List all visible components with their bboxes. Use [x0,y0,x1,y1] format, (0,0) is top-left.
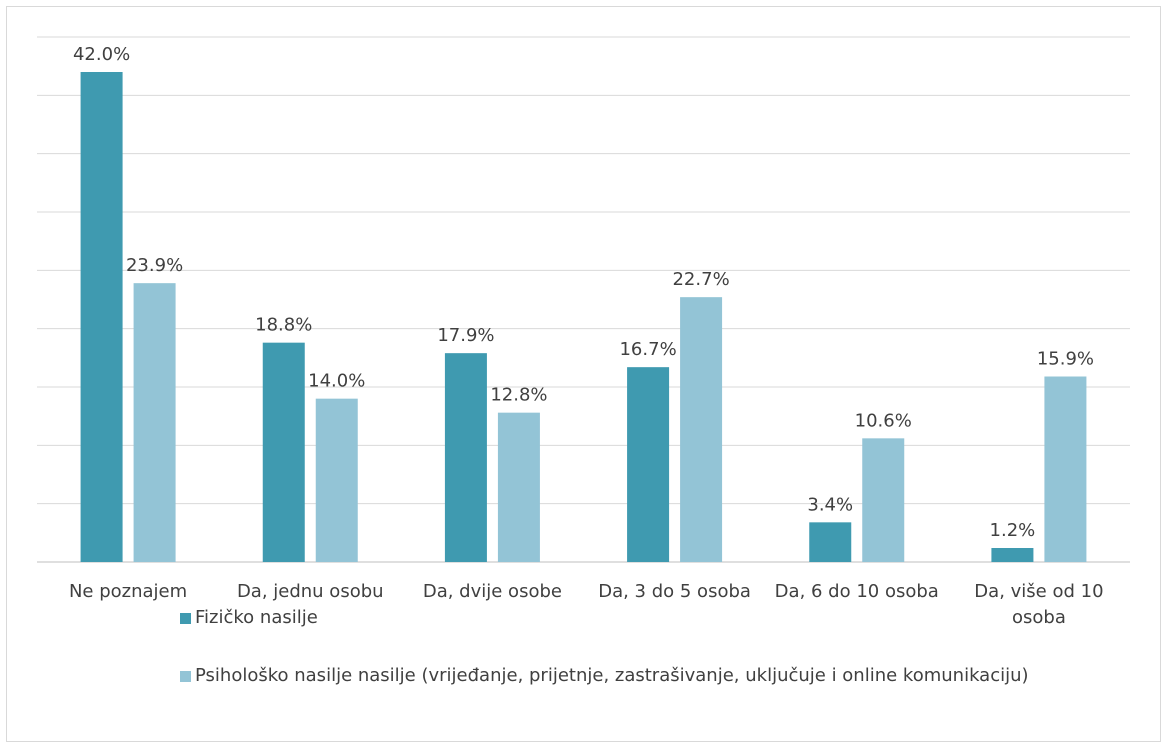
x-tick-label: Da, 6 do 10 osoba [775,581,939,602]
data-label: 17.9% [437,325,494,346]
bar [133,283,176,562]
x-tick-label: Da, dvije osobe [423,581,562,602]
bar [262,342,305,562]
bar [444,353,487,562]
bar [497,412,540,562]
legend: Fizičko nasilje Psihološko nasilje nasilj… [180,606,1060,722]
data-label: 3.4% [807,494,853,515]
legend-entry: Fizičko nasilje [180,606,1060,630]
legend-swatch [180,671,191,682]
data-label: 10.6% [855,410,912,431]
data-label: 12.8% [490,385,547,406]
legend-label: Fizičko nasilje [195,607,318,628]
x-tick-label: Ne poznajem [69,581,187,602]
legend-swatch [180,613,191,624]
bar [680,297,723,562]
data-label: 18.8% [255,315,312,336]
x-tick-label-line: Da, više od 10 [974,581,1103,602]
x-tick-label: Da, više od 10 osoba [974,581,1103,628]
bar [1044,376,1087,562]
data-label: 22.7% [672,269,729,290]
x-tick-label: Da, jednu osobu [237,581,384,602]
x-tick-label-line: osoba [1012,607,1066,628]
bar [809,522,852,562]
data-label: 42.0% [73,44,130,65]
legend-label: Psihološko nasilje nasilje (vrijeđanje, … [195,665,1029,686]
data-label: 16.7% [619,339,676,360]
x-tick-label: Da, 3 do 5 osoba [598,581,751,602]
legend-entry: Psihološko nasilje nasilje (vrijeđanje, … [180,664,1060,688]
bar [862,438,905,562]
bar [991,548,1034,562]
bar [315,398,358,562]
data-label: 1.2% [990,520,1036,541]
data-label: 14.0% [308,371,365,392]
bar [627,367,670,562]
data-label: 23.9% [126,255,183,276]
chart-frame [6,6,1161,742]
data-label: 15.9% [1037,349,1094,370]
bar [80,72,123,562]
